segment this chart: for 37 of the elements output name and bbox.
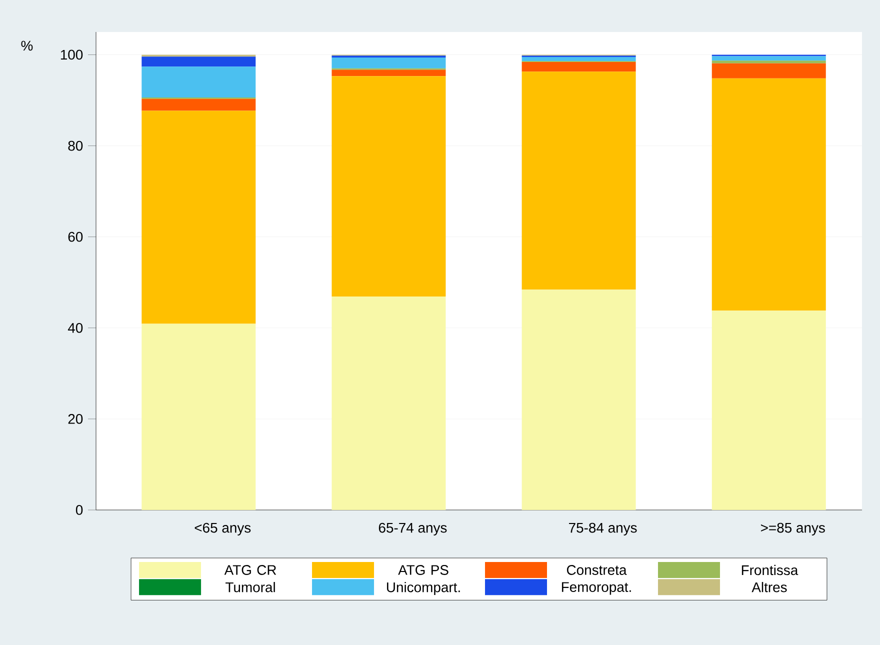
- y-tick-label: 20: [68, 414, 83, 424]
- bar: [332, 296, 446, 510]
- legend-label: Constreta: [566, 565, 627, 575]
- legend-label: ATG PS: [398, 565, 448, 575]
- bar: [142, 98, 256, 111]
- bar: [142, 56, 256, 67]
- y-tick-label: 40: [68, 322, 83, 333]
- y-tick-label: 80: [68, 140, 83, 151]
- bar: [332, 76, 446, 296]
- x-tick-label: 65-74 anys: [378, 522, 447, 536]
- bar: [142, 66, 256, 98]
- bar: [712, 310, 826, 510]
- y-tick-label: 60: [68, 232, 83, 242]
- bar: [712, 63, 826, 78]
- legend-label: Tumoral: [226, 582, 275, 592]
- legend-label: Frontissa: [742, 564, 798, 576]
- bar: [712, 60, 826, 64]
- x-tick-label: >=85 anys: [760, 522, 825, 536]
- bar: [142, 324, 256, 510]
- y-tick-label: 0: [76, 505, 83, 515]
- x-tick-label: 75-84 anys: [569, 522, 637, 536]
- bar: [332, 57, 446, 68]
- legend-label: Unicompart.: [387, 582, 460, 595]
- bar: [522, 72, 636, 290]
- bar: [522, 290, 636, 510]
- legend-label: Femoropat.: [562, 582, 631, 595]
- bar: [522, 57, 636, 62]
- bar: [712, 56, 826, 61]
- legend-label: Altres: [752, 582, 787, 592]
- legend-label: ATG CR: [224, 565, 276, 575]
- x-tick-label: <65 anys: [194, 522, 251, 536]
- bar: [712, 78, 826, 311]
- y-tick-label: 100: [60, 50, 83, 60]
- bar: [332, 70, 446, 76]
- bar: [522, 62, 636, 72]
- y-axis-title: %: [21, 40, 33, 51]
- bar: [142, 110, 256, 324]
